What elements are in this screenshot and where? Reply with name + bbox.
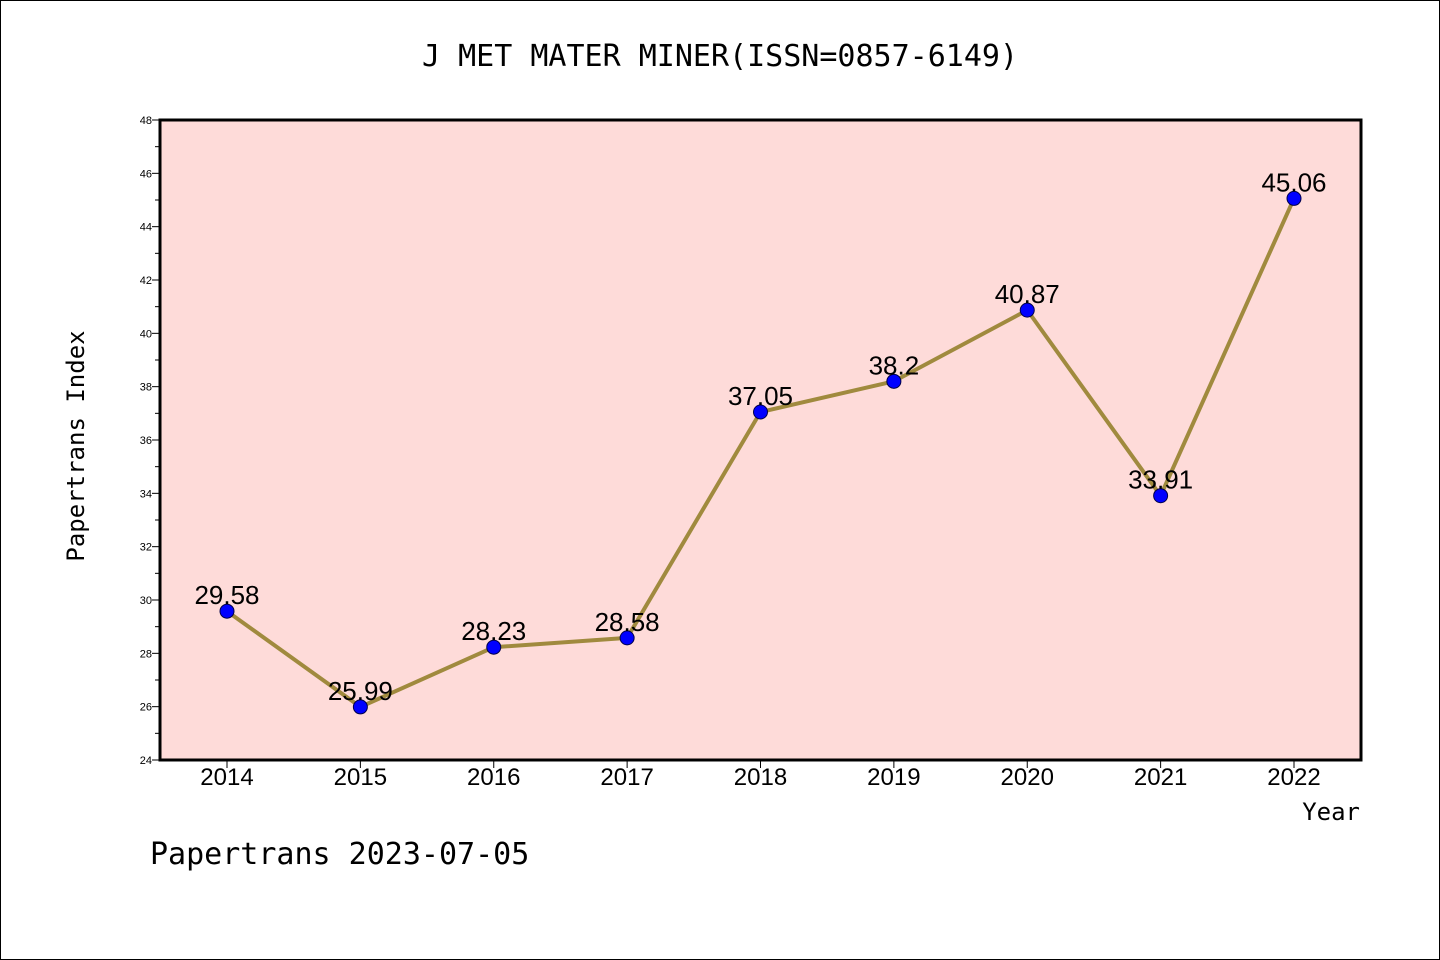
y-tick-label: 42 [140,275,152,287]
x-axis: 2014 2015 2016 2017 2018 2019 2020 2021 2022 [200,760,1321,791]
x-axis-label: Year [1302,798,1360,826]
x-tick-label: 2016 [467,764,520,791]
chart-title: J MET MATER MINER(ISSN=0857-6149) [422,39,1018,74]
data-label: 45.06 [1261,167,1326,197]
data-point [219,603,235,619]
y-axis-label: Papertrans Index [62,330,90,561]
y-tick-label: 38 [140,382,152,394]
y-tick-label: 40 [140,328,152,340]
data-label: 28.23 [461,616,526,646]
x-tick-label: 2021 [1134,764,1187,791]
series-line-group [219,190,1302,715]
data-point [1019,302,1035,318]
y-tick-label: 48 [140,115,152,127]
x-tick-label: 2019 [867,764,920,791]
data-label: 40.87 [995,279,1060,309]
x-tick-label: 2022 [1267,764,1320,791]
y-tick-label: 26 [140,702,152,714]
x-tick-label: 2017 [600,764,653,791]
data-point [753,404,768,420]
footer-credit: Papertrans 2023-07-05 [150,837,529,872]
x-tick-label: 2020 [1001,764,1054,791]
data-label: 29.58 [194,580,259,610]
data-label: 38.2 [869,350,920,380]
x-tick-label: 2014 [200,764,253,791]
data-label: 25.99 [328,676,393,706]
y-tick-label: 28 [140,648,152,660]
x-tick-label: 2018 [734,764,787,791]
data-point [1286,190,1302,206]
y-axis: 24 26 28 30 32 34 36 38 40 42 44 46 48 [140,115,160,767]
x-tick-label: 2015 [334,764,387,791]
data-point [619,630,635,646]
data-point [1153,488,1169,504]
y-tick-label: 46 [140,168,152,180]
y-tick-label: 30 [140,595,152,607]
y-tick-label: 36 [140,435,152,447]
data-label: 28.58 [595,607,660,637]
data-point [352,699,368,715]
data-point [886,373,902,389]
data-label: 37.05 [728,381,793,411]
y-tick-label: 32 [140,542,152,554]
data-point [486,639,502,655]
y-tick-label: 24 [140,755,152,767]
y-tick-label: 34 [140,488,152,500]
data-label: 33.91 [1128,465,1193,495]
y-tick-label: 44 [140,222,152,234]
plot-area [158,118,1363,762]
data-labels-group: 29.58 25.99 28.23 28.58 37.05 38.2 40.87 33.91 4… [194,167,1326,706]
